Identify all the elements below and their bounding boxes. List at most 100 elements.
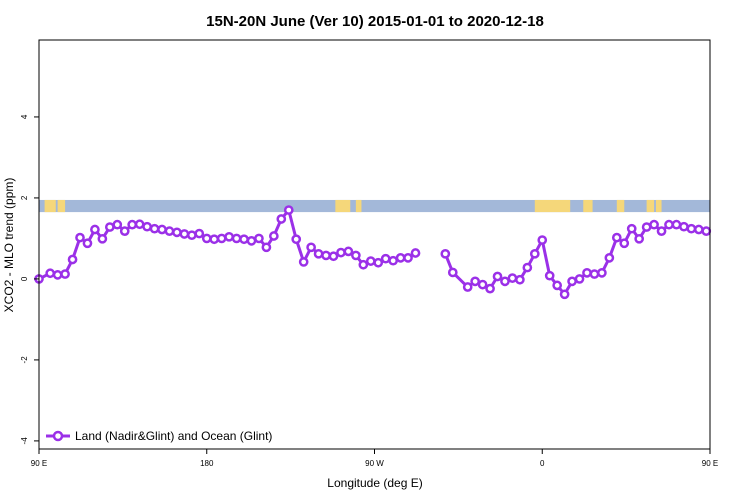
land-segment	[44, 199, 56, 213]
data-point	[358, 259, 369, 270]
land-segment	[335, 199, 351, 213]
data-point	[395, 253, 406, 263]
data-point	[127, 219, 138, 230]
data-point	[597, 267, 607, 278]
data-point	[343, 246, 354, 257]
data-point	[112, 219, 123, 230]
land-segment	[655, 199, 662, 213]
data-point	[582, 267, 592, 278]
data-point	[522, 262, 533, 273]
data-point	[306, 242, 316, 253]
data-point	[60, 269, 70, 279]
y-tick-label: -4	[20, 437, 29, 445]
y-tick-label: -2	[20, 356, 29, 364]
data-point	[313, 248, 324, 259]
data-point	[701, 226, 712, 236]
data-point	[693, 224, 704, 235]
data-point	[649, 219, 659, 230]
data-point	[45, 268, 56, 279]
data-point	[231, 233, 242, 244]
data-point	[611, 232, 622, 243]
data-point	[671, 219, 682, 230]
data-point	[209, 234, 220, 245]
y-axis: -4 -2 0 2 4	[20, 114, 39, 444]
data-point	[172, 227, 182, 238]
data-point	[246, 236, 257, 246]
data-point	[664, 219, 674, 230]
data-point	[656, 226, 667, 236]
data-point	[67, 254, 78, 265]
data-point	[507, 273, 518, 283]
data-point	[321, 250, 331, 261]
data-point	[679, 221, 689, 232]
data-point	[388, 255, 398, 266]
y-tick-label: 0	[20, 276, 29, 281]
data-point	[254, 233, 264, 244]
data-point	[686, 223, 697, 234]
data-point	[104, 222, 115, 232]
data-point	[291, 234, 302, 245]
data-point	[328, 251, 339, 262]
data-point	[641, 222, 652, 232]
x-tick-label: 0	[540, 459, 545, 468]
data-point	[365, 256, 376, 266]
data-point	[589, 269, 600, 279]
data-point	[380, 253, 391, 264]
data-point	[134, 219, 145, 230]
land-segment	[616, 199, 625, 213]
data-point	[186, 230, 197, 241]
ocean-band	[39, 199, 710, 213]
data-point	[269, 231, 279, 241]
data-point	[567, 276, 577, 287]
data-point	[283, 205, 294, 215]
data-point	[351, 250, 361, 261]
land-segment	[646, 199, 655, 213]
data-point	[82, 238, 93, 249]
legend: Land (Nadir&Glint) and Ocean (Glint)	[46, 429, 272, 443]
data-point	[447, 267, 458, 278]
data-point	[261, 242, 272, 253]
data-point	[216, 233, 227, 244]
data-point	[119, 226, 130, 236]
data-point	[410, 248, 421, 258]
x-tick-label: 90 E	[702, 459, 718, 468]
data-point	[298, 257, 309, 267]
plot-frame	[38, 39, 711, 450]
x-tick-label: 90 E	[31, 459, 47, 468]
data-point	[440, 248, 451, 259]
data-point	[149, 223, 160, 234]
data-point	[485, 283, 495, 294]
data-point	[75, 232, 85, 243]
data-point	[619, 238, 630, 249]
data-point	[201, 233, 212, 244]
data-point	[500, 276, 510, 287]
data-point	[336, 247, 346, 258]
data-point	[574, 274, 585, 284]
data-point	[403, 253, 413, 263]
data-point	[97, 233, 108, 244]
data-point	[224, 231, 234, 242]
data-point	[157, 224, 167, 235]
land-segment	[534, 199, 571, 213]
data-point	[529, 248, 540, 259]
x-tick-label: 180	[200, 459, 214, 468]
data-point	[604, 253, 615, 263]
x-axis: 90 E 180 90 W 0 90 E	[31, 449, 718, 468]
data-point	[492, 271, 503, 282]
y-tick-label: 4	[20, 114, 29, 119]
x-axis-label: Longitude (deg E)	[327, 476, 422, 490]
y-axis-label: XCO2 - MLO trend (ppm)	[2, 178, 16, 313]
data-point	[90, 224, 100, 235]
y-tick-label: 2	[20, 195, 29, 200]
data-point	[179, 229, 190, 239]
series-layer	[34, 205, 712, 300]
land-segment	[583, 199, 593, 213]
data-point	[552, 280, 563, 291]
data-point	[559, 289, 570, 300]
data-point	[276, 214, 287, 224]
data-point	[515, 274, 525, 285]
legend-marker-swatch	[52, 430, 64, 442]
data-point	[537, 235, 548, 245]
land-segment	[57, 199, 66, 213]
